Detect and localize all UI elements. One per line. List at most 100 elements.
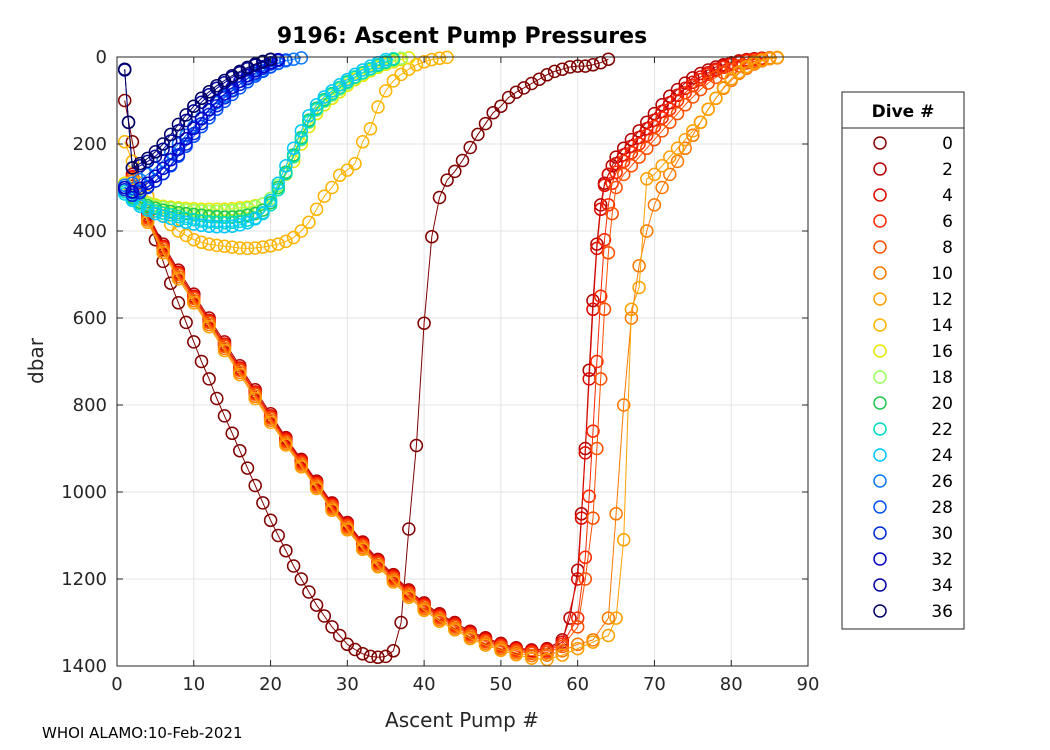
legend-label: 36 <box>931 602 953 622</box>
data-point <box>378 52 393 67</box>
x-tick-label: 0 <box>111 674 122 695</box>
data-point <box>148 149 163 163</box>
x-tick-label: 70 <box>643 674 666 695</box>
data-point <box>432 614 447 628</box>
legend-entry: 8 <box>873 238 953 258</box>
data-point <box>217 91 232 105</box>
legend-entry: 36 <box>873 602 953 622</box>
data-point <box>156 246 170 260</box>
data-point <box>156 209 170 223</box>
data-point <box>187 217 201 231</box>
data-point <box>187 104 201 118</box>
data-point <box>125 135 140 149</box>
data-point <box>263 52 278 66</box>
data-point <box>225 219 239 233</box>
legend-entry: 22 <box>873 420 953 440</box>
data-point <box>601 52 616 66</box>
data-point <box>302 215 316 230</box>
data-point <box>286 52 301 66</box>
data-point <box>640 224 654 238</box>
legend-label: 2 <box>942 160 953 180</box>
data-point <box>233 367 247 382</box>
y-tick-label: 600 <box>73 308 107 329</box>
legend-entry: 6 <box>873 212 953 232</box>
legend-marker <box>873 526 887 540</box>
data-point <box>187 121 201 136</box>
data-point <box>670 106 685 121</box>
data-point <box>309 598 324 612</box>
series-8 <box>125 51 777 661</box>
data-point <box>678 141 692 156</box>
data-point <box>317 189 332 203</box>
data-point <box>217 73 232 88</box>
legend-label: 32 <box>931 550 953 570</box>
data-point <box>171 213 186 228</box>
data-point <box>555 639 570 654</box>
data-point <box>448 164 462 179</box>
data-point <box>225 215 239 230</box>
data-point <box>755 53 769 67</box>
data-point <box>540 648 554 662</box>
plot-area <box>117 50 785 667</box>
data-point <box>271 176 285 190</box>
data-point <box>171 224 186 238</box>
legend-entry: 12 <box>873 290 953 310</box>
data-point <box>494 99 508 113</box>
data-point <box>417 603 431 618</box>
y-tick-label: 0 <box>96 47 107 68</box>
data-point <box>593 289 608 304</box>
data-point <box>670 88 685 103</box>
data-point <box>355 542 370 557</box>
data-point <box>509 85 523 99</box>
legend-entry: 30 <box>873 524 953 544</box>
legend-entry: 34 <box>873 576 953 596</box>
data-point <box>332 628 347 643</box>
data-point <box>240 68 255 83</box>
data-point <box>279 234 293 249</box>
data-point <box>624 302 639 317</box>
data-point <box>194 116 209 131</box>
legend-marker <box>873 318 887 332</box>
series-line <box>131 57 762 652</box>
data-point <box>217 239 232 253</box>
legend-label: 14 <box>931 316 953 336</box>
data-point <box>217 409 232 423</box>
data-point <box>547 64 562 79</box>
data-point <box>202 219 216 233</box>
data-point <box>202 107 216 122</box>
data-point <box>263 239 278 253</box>
data-point <box>739 59 754 74</box>
legend-entry: 2 <box>873 160 953 180</box>
data-point <box>386 51 401 66</box>
data-point <box>117 62 132 76</box>
data-point <box>647 132 662 147</box>
series-36 <box>117 52 278 175</box>
data-point <box>202 237 216 251</box>
data-point <box>524 76 539 91</box>
y-tick-label: 200 <box>73 134 107 155</box>
x-tick-label: 30 <box>336 674 359 695</box>
data-point <box>590 241 604 256</box>
data-point <box>355 63 370 77</box>
data-point <box>616 398 631 412</box>
legend-marker <box>873 448 887 462</box>
data-point <box>593 372 608 386</box>
y-axis-label: dbar <box>24 337 48 384</box>
legend-entry: 10 <box>873 264 953 284</box>
data-point <box>148 206 163 221</box>
data-point <box>286 141 301 156</box>
data-point <box>355 647 370 661</box>
data-point <box>163 211 178 226</box>
data-point <box>179 228 193 243</box>
x-tick-label: 20 <box>259 674 282 695</box>
y-tick-label: 1000 <box>61 482 107 503</box>
legend-entry: 18 <box>873 368 953 388</box>
data-point <box>555 62 570 76</box>
data-point <box>187 296 201 310</box>
data-point <box>279 159 293 173</box>
legend-marker <box>873 422 887 436</box>
data-point <box>440 173 454 187</box>
data-point <box>593 202 608 217</box>
data-point <box>248 478 262 493</box>
legend-entry: 28 <box>873 498 953 518</box>
